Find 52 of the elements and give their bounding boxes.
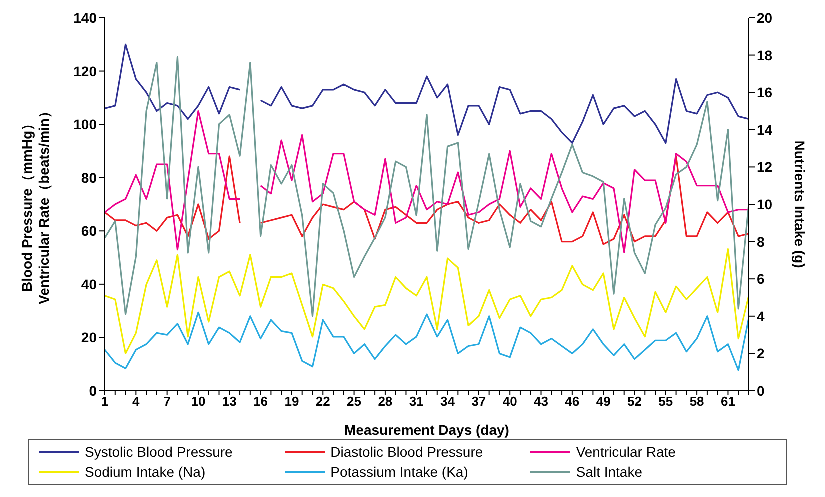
- y-axis-title: Blood Pressure（mmHg） Ventricular Rate（beats/min）: [19, 104, 52, 304]
- y-tick-label: 120: [74, 63, 98, 80]
- y-tick-label: 60: [81, 223, 98, 240]
- y2-tick-label: 6: [757, 271, 765, 288]
- line-series: [105, 312, 749, 372]
- y2-tick-label: 20: [757, 10, 773, 26]
- legend-label: Systolic Blood Pressure: [85, 444, 233, 460]
- y2-tick-label: 8: [757, 234, 765, 250]
- x-tick-label: 25: [347, 394, 362, 410]
- x-tick-label: 10: [191, 394, 206, 410]
- x-tick-label: 28: [378, 394, 393, 410]
- x-tick-label: 13: [222, 394, 237, 410]
- x-tick-label: 19: [284, 394, 300, 410]
- x-tick-label: 22: [316, 394, 330, 410]
- x-tick-label: 49: [596, 394, 611, 410]
- x-tick-label: 31: [409, 394, 424, 410]
- x-tick-label: 16: [254, 394, 268, 410]
- x-tick-label: 46: [565, 394, 580, 410]
- legend-label: Salt Intake: [576, 464, 642, 480]
- y2-tick-label: 14: [757, 122, 773, 138]
- line-series: [105, 248, 749, 354]
- x-tick-label: 61: [720, 394, 736, 410]
- x-tick-label: 4: [132, 394, 141, 410]
- x-tick-label: 1: [101, 394, 109, 410]
- x-tick-label: 58: [690, 394, 704, 410]
- line-series: [105, 56, 749, 318]
- x-tick-label: 7: [164, 394, 171, 410]
- x-tick-label: 43: [534, 394, 548, 410]
- y2-tick-label: 10: [757, 196, 773, 212]
- y-tick-label: 80: [81, 170, 98, 186]
- y-tick-label: 40: [81, 276, 98, 292]
- y-tick-label: 140: [74, 10, 98, 26]
- y2-tick-label: 12: [757, 159, 773, 176]
- y-tick-label: 0: [89, 382, 98, 399]
- legend-label: Diastolic Blood Pressure: [330, 444, 484, 460]
- y-tick-label: 20: [81, 330, 98, 346]
- legend-label: Potassium Intake (Ka): [330, 464, 468, 480]
- x-tick-label: 55: [658, 394, 674, 410]
- y2-tick-label: 18: [757, 47, 773, 64]
- x-tick-label: 37: [472, 394, 486, 410]
- y2-tick-label: 16: [757, 84, 773, 101]
- y-tick-label: 100: [74, 116, 98, 133]
- legend-label: Sodium Intake (Na): [85, 464, 206, 480]
- legend-label: Ventricular Rate: [576, 444, 676, 460]
- y2-tick-label: 4: [757, 308, 765, 324]
- x-axis-title: Measurement Days (day): [344, 422, 510, 438]
- y2-axis-title: Nutrients Intake (g): [792, 140, 808, 268]
- y2-tick-label: 0: [757, 382, 765, 399]
- x-tick-label: 34: [440, 394, 456, 410]
- x-tick-label: 40: [502, 394, 518, 410]
- x-tick-label: 52: [628, 394, 642, 410]
- y2-tick-label: 2: [757, 346, 765, 362]
